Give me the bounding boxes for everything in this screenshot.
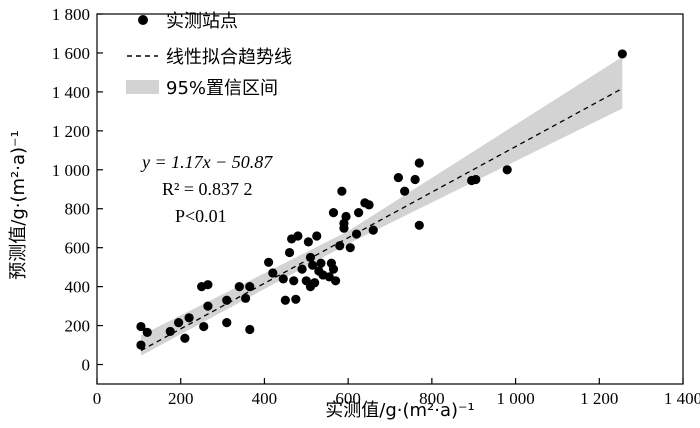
data-point — [203, 301, 213, 311]
data-point — [142, 327, 152, 337]
confidence-band — [140, 56, 623, 356]
x-tick-label: 600 — [335, 389, 361, 408]
data-point — [310, 278, 320, 288]
data-points-layer — [136, 49, 627, 350]
x-tick-label: 200 — [168, 389, 194, 408]
data-point — [617, 49, 627, 59]
data-point — [328, 208, 339, 218]
y-tick-label: 200 — [65, 317, 91, 336]
data-point — [293, 231, 303, 241]
data-point — [291, 294, 301, 304]
fit-line — [140, 87, 623, 352]
data-point — [240, 293, 251, 303]
legend-label-fit: 线性拟合趋势线 — [166, 47, 292, 68]
x-tick-label: 1 000 — [496, 389, 534, 408]
plot-frame — [96, 13, 684, 385]
data-point — [414, 158, 424, 168]
y-tick-label: 800 — [65, 200, 91, 219]
y-axis-title: 预测值/g·(m²·a)⁻¹ — [8, 130, 29, 279]
data-point — [316, 258, 326, 268]
data-point — [307, 260, 318, 270]
data-point — [284, 247, 295, 258]
data-point — [203, 280, 213, 290]
data-point — [335, 241, 345, 251]
data-point — [502, 165, 512, 175]
data-point — [199, 321, 209, 332]
legend: 实测站点 线性拟合趋势线 95%置信区间 — [126, 11, 292, 99]
x-tick-label: 0 — [93, 389, 102, 408]
y-tick-label: 0 — [82, 356, 91, 375]
data-point — [312, 231, 322, 241]
data-point — [136, 321, 146, 332]
y-tick-label: 1 600 — [52, 44, 90, 63]
data-point — [245, 282, 255, 292]
data-point — [180, 333, 190, 343]
data-point — [264, 257, 274, 267]
y-tick-label: 1 200 — [52, 122, 90, 141]
y-tick-label: 600 — [65, 239, 91, 258]
data-point — [136, 340, 146, 350]
data-point — [414, 220, 424, 230]
data-point — [303, 237, 313, 247]
y-tick-label: 1 400 — [52, 83, 90, 102]
data-point — [351, 229, 362, 239]
data-point — [368, 225, 378, 235]
data-point — [165, 326, 175, 337]
x-axis-title: 实测值/g·(m²·a)⁻¹ — [325, 400, 474, 421]
data-point — [328, 264, 339, 274]
x-tick-label: 800 — [419, 389, 445, 408]
data-point — [297, 264, 307, 274]
data-point — [364, 200, 374, 210]
data-point — [268, 268, 278, 278]
y-tick-label: 1 000 — [52, 161, 90, 180]
x-tick-label: 1 400 — [664, 389, 700, 408]
data-point — [278, 274, 288, 284]
x-tick-label: 1 200 — [580, 389, 618, 408]
data-point — [245, 324, 255, 335]
data-point — [354, 208, 364, 218]
confidence-band-layer — [140, 56, 623, 356]
data-point — [341, 211, 351, 222]
data-point — [305, 252, 316, 263]
data-point — [174, 318, 184, 328]
y-tick-label: 1 800 — [52, 5, 90, 24]
tick-labels-layer: 0 200 400 600 800 1 000 1 200 1 400 0 200 400 600 80… — [52, 5, 700, 408]
fit-line-layer — [140, 87, 623, 352]
legend-label-points: 实测站点 — [166, 11, 238, 32]
data-point — [471, 174, 481, 185]
data-point — [330, 276, 341, 286]
data-point — [400, 186, 410, 196]
data-point — [337, 186, 347, 196]
p-value-label: P<0.01 — [175, 206, 227, 226]
data-point — [184, 313, 194, 323]
legend-marker-icon — [138, 15, 148, 25]
data-point — [222, 295, 232, 305]
y-tick-label: 400 — [65, 278, 91, 297]
data-point — [234, 282, 244, 292]
data-point — [393, 172, 403, 183]
data-point — [345, 243, 355, 253]
axes-layer — [96, 13, 684, 385]
legend-label-ci: 95%置信区间 — [166, 78, 278, 99]
data-point — [222, 318, 232, 328]
legend-band-swatch-icon — [126, 80, 159, 94]
r-squared-label: R² = 0.837 2 — [162, 179, 253, 199]
data-point — [289, 276, 299, 286]
equation-label: y = 1.17x − 50.87 — [140, 152, 273, 172]
x-tick-label: 400 — [252, 389, 278, 408]
data-point — [410, 174, 420, 185]
data-point — [280, 295, 290, 305]
